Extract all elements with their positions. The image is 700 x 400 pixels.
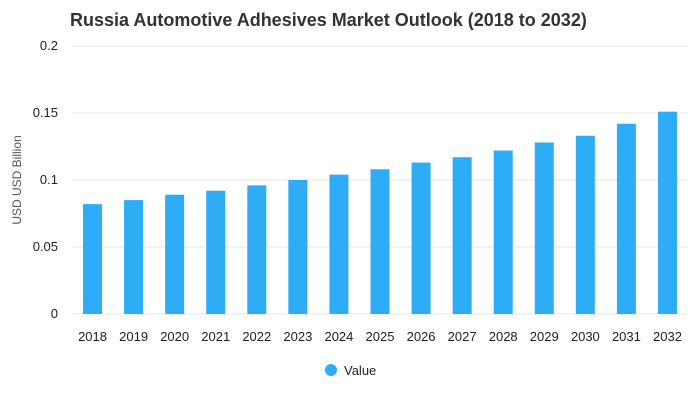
legend[interactable]: Value bbox=[325, 363, 376, 378]
x-tick-label: 2031 bbox=[612, 329, 641, 344]
y-axis-title: USD USD Billion bbox=[10, 135, 24, 224]
y-axis-ticks: 0 0.05 0.1 0.15 0.2 bbox=[33, 38, 58, 321]
x-tick-label: 2020 bbox=[160, 329, 189, 344]
y-tick-label: 0.2 bbox=[40, 38, 58, 53]
legend-swatch-value bbox=[325, 364, 337, 376]
bar-2024[interactable] bbox=[329, 174, 349, 314]
x-tick-label: 2027 bbox=[448, 329, 477, 344]
bar-2031[interactable] bbox=[616, 123, 636, 314]
x-tick-label: 2018 bbox=[78, 329, 107, 344]
x-tick-label: 2021 bbox=[201, 329, 230, 344]
bar-2032[interactable] bbox=[657, 111, 677, 314]
y-tick-label: 0.05 bbox=[33, 239, 58, 254]
chart-title: Russia Automotive Adhesives Market Outlo… bbox=[70, 10, 587, 30]
legend-label-value: Value bbox=[344, 363, 376, 378]
x-tick-label: 2019 bbox=[119, 329, 148, 344]
bar-2028[interactable] bbox=[493, 150, 513, 314]
x-tick-label: 2028 bbox=[489, 329, 518, 344]
bar-2029[interactable] bbox=[534, 142, 554, 314]
bar-2021[interactable] bbox=[206, 190, 226, 314]
bar-2023[interactable] bbox=[288, 180, 308, 314]
x-tick-label: 2030 bbox=[571, 329, 600, 344]
x-tick-label: 2023 bbox=[283, 329, 312, 344]
bar-2027[interactable] bbox=[452, 157, 472, 314]
bar-2019[interactable] bbox=[124, 200, 144, 314]
bar-2025[interactable] bbox=[370, 169, 390, 314]
bar-2026[interactable] bbox=[411, 162, 431, 314]
x-tick-label: 2022 bbox=[242, 329, 271, 344]
x-tick-label: 2032 bbox=[653, 329, 682, 344]
bars bbox=[83, 111, 677, 314]
x-tick-label: 2024 bbox=[324, 329, 353, 344]
x-tick-label: 2029 bbox=[530, 329, 559, 344]
bar-2018[interactable] bbox=[83, 204, 103, 314]
x-axis-ticks: 2018 2019 2020 2021 2022 2023 2024 2025 2026 2027… bbox=[78, 329, 682, 344]
bar-2030[interactable] bbox=[575, 135, 595, 314]
x-tick-label: 2026 bbox=[407, 329, 436, 344]
bar-2020[interactable] bbox=[165, 194, 185, 314]
y-tick-label: 0.15 bbox=[33, 105, 58, 120]
y-tick-label: 0.1 bbox=[40, 172, 58, 187]
bar-2022[interactable] bbox=[247, 185, 267, 314]
y-tick-label: 0 bbox=[51, 306, 58, 321]
x-tick-label: 2025 bbox=[366, 329, 395, 344]
